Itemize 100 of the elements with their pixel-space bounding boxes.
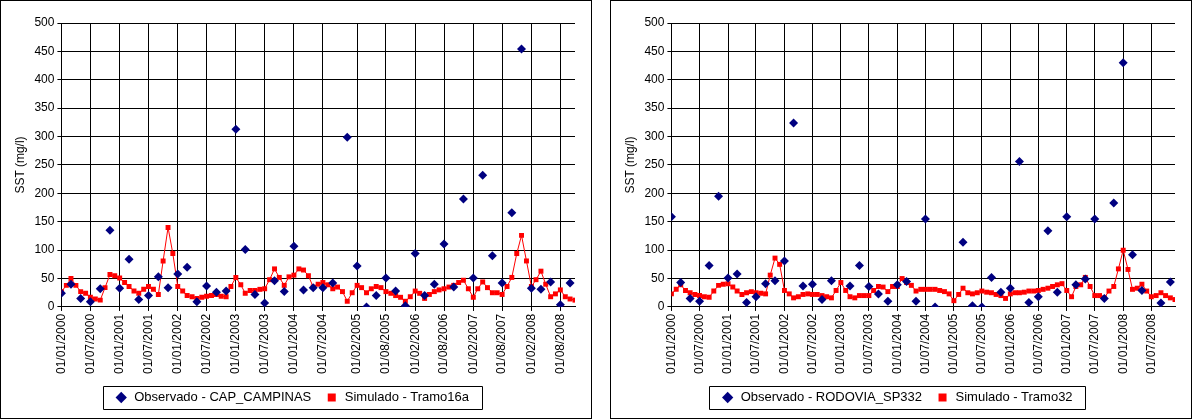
point [478, 170, 488, 180]
y-tick-label: 200 [644, 185, 665, 200]
point [153, 272, 163, 282]
point [1080, 274, 1090, 284]
x-tick-label: 01/01/2002 [170, 313, 185, 374]
y-tick-label: 100 [644, 242, 665, 257]
legend-label: Simulado - Tramo16a [344, 389, 470, 405]
y-tick-label: 400 [644, 72, 665, 87]
point [381, 273, 391, 283]
y-tick-label: 0 [657, 299, 665, 314]
point [770, 276, 780, 286]
point [1165, 277, 1175, 287]
point [1071, 280, 1081, 290]
point [1090, 214, 1100, 224]
point [536, 284, 546, 294]
point [318, 283, 328, 293]
x-tick-label: 01/07/2003 [861, 313, 876, 374]
point [761, 279, 771, 289]
y-tick-label: 350 [644, 100, 665, 115]
point [182, 262, 192, 272]
point [143, 291, 153, 301]
legend-label: Observado - CAP_CAMPINAS [134, 389, 312, 405]
point [779, 256, 789, 266]
point [211, 287, 221, 297]
y-tick-label: 450 [644, 43, 665, 58]
point [1062, 212, 1072, 222]
x-tick-label: 01/08/2007 [494, 313, 509, 374]
x-tick-label: 01/07/2000 [82, 313, 97, 374]
point [911, 296, 921, 306]
point [1109, 198, 1119, 208]
legend-label: Observado - RODOVIA_SP332 [740, 389, 923, 405]
point [864, 282, 874, 291]
y-tick-label: 250 [34, 157, 55, 172]
point [873, 289, 883, 299]
y-axis-title: SST (mg/l) [622, 136, 637, 194]
x-tick-label: 01/08/2008 [552, 313, 567, 374]
y-tick-label: 150 [644, 214, 665, 229]
point [807, 279, 817, 289]
point [1043, 226, 1053, 236]
point [66, 279, 76, 289]
x-tick-label: 01/01/2007 [1059, 313, 1074, 374]
point [1024, 297, 1034, 307]
point [115, 283, 125, 293]
y-tick-label: 200 [34, 185, 55, 200]
point [732, 269, 742, 279]
x-tick-label: 01/07/2005 [974, 313, 989, 374]
point [845, 281, 855, 291]
point [134, 295, 144, 305]
point [202, 281, 212, 291]
x-tick-label: 01/01/2001 [111, 313, 126, 374]
point [289, 241, 299, 251]
y-tick-label: 50 [41, 270, 55, 285]
x-tick-label: 01/02/2008 [523, 313, 538, 374]
y-axis-title: SST (mg/l) [12, 136, 27, 194]
y-tick-label: 300 [644, 128, 665, 143]
point [1014, 157, 1024, 167]
x-tick-label: 01/01/2008 [1115, 313, 1130, 374]
point [173, 269, 183, 279]
point [986, 272, 996, 282]
point [163, 283, 173, 293]
x-tick-label: 01/02/2006 [407, 313, 422, 374]
point [250, 289, 260, 299]
x-tick-label: 01/07/2002 [198, 313, 213, 374]
point [751, 292, 761, 302]
point [449, 282, 459, 292]
point [507, 208, 517, 218]
y-tick-label: 500 [34, 15, 55, 30]
point [565, 278, 575, 288]
point [221, 286, 231, 296]
y-tick-label: 100 [34, 242, 55, 257]
point [1156, 298, 1166, 307]
x-tick-label: 01/07/2000 [691, 313, 706, 374]
x-tick-label: 01/08/2005 [378, 313, 393, 374]
point [1052, 287, 1062, 297]
y-tick-label: 250 [644, 157, 665, 172]
x-tick-label: 01/07/2008 [1143, 313, 1158, 374]
point [279, 287, 289, 297]
point [76, 293, 86, 303]
point [1005, 283, 1015, 293]
point [742, 297, 752, 307]
point [902, 276, 912, 286]
x-tick-label: 01/01/2004 [889, 313, 904, 374]
y-tick-label: 400 [34, 72, 55, 87]
x-tick-label: 01/07/2002 [804, 313, 819, 374]
point [124, 254, 134, 264]
point [883, 296, 893, 306]
x-tick-label: 01/01/2002 [776, 313, 791, 374]
point [439, 239, 449, 249]
point [487, 251, 497, 261]
x-tick-label: 01/02/2005 [349, 313, 364, 374]
x-tick-label: 01/07/2004 [315, 313, 330, 374]
x-tick-label: 01/07/2001 [748, 313, 763, 374]
point [798, 281, 808, 291]
point [723, 273, 733, 283]
x-tick-label: 01/01/2006 [1002, 313, 1017, 374]
point [420, 291, 430, 301]
point [458, 194, 468, 204]
point [704, 260, 714, 270]
point [996, 287, 1006, 297]
y-tick-label: 450 [34, 43, 55, 58]
